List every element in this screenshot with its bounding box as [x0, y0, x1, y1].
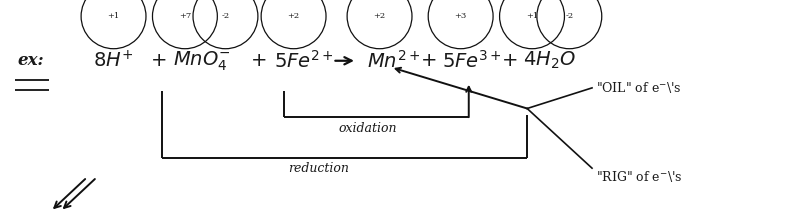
- Text: $+$: $+$: [150, 52, 166, 70]
- Text: +7: +7: [178, 12, 191, 20]
- Text: +3: +3: [454, 12, 467, 20]
- Text: $5Fe^{3+}$: $5Fe^{3+}$: [442, 50, 502, 72]
- Text: "OIL" of e$^{-}$\'s: "OIL" of e$^{-}$\'s: [596, 80, 682, 95]
- Text: ex:: ex:: [18, 52, 45, 69]
- Text: $Mn^{2+}$: $Mn^{2+}$: [367, 50, 420, 72]
- Text: $5Fe^{2+}$: $5Fe^{2+}$: [274, 50, 334, 72]
- Text: $+$: $+$: [250, 52, 266, 70]
- Text: $+$: $+$: [420, 52, 436, 70]
- Text: +1: +1: [526, 12, 539, 20]
- Text: $MnO_{4}^{-}$: $MnO_{4}^{-}$: [173, 49, 230, 72]
- Text: +2: +2: [288, 12, 299, 20]
- Text: -2: -2: [565, 12, 573, 20]
- Text: $+$: $+$: [501, 52, 517, 70]
- Text: -2: -2: [221, 12, 230, 20]
- Text: +1: +1: [107, 12, 120, 20]
- Text: "RIG" of e$^{-}$\'s: "RIG" of e$^{-}$\'s: [596, 169, 683, 184]
- Text: oxidation: oxidation: [338, 122, 397, 135]
- Text: $8H^{+}$: $8H^{+}$: [93, 50, 134, 71]
- Text: $4H_{2}O$: $4H_{2}O$: [523, 50, 576, 71]
- Text: +2: +2: [374, 12, 385, 20]
- Text: reduction: reduction: [288, 162, 349, 175]
